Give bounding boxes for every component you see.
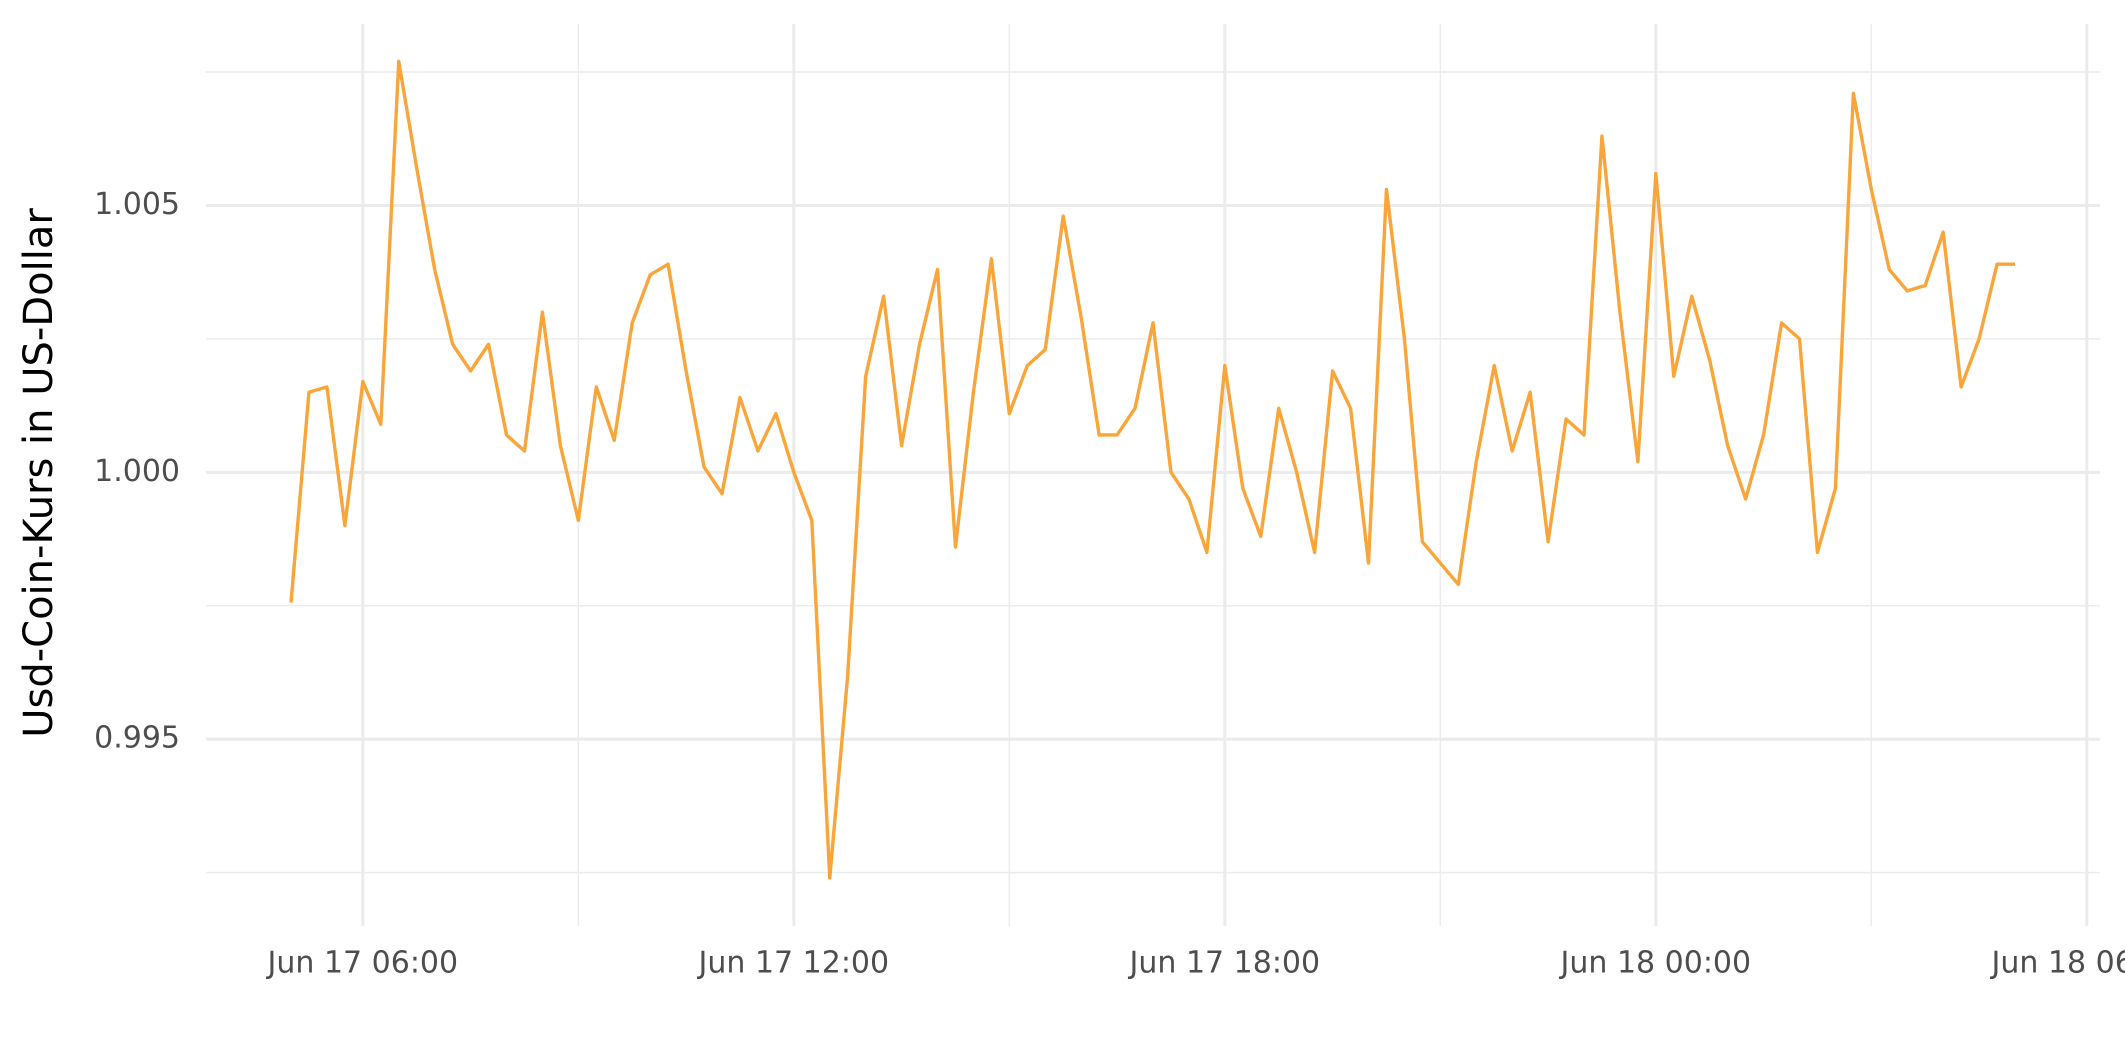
y-axis-title: Usd-Coin-Kurs in US-Dollar [16,208,62,738]
line [289,59,2015,880]
x-tick-label: Jun 17 12:00 [697,946,890,981]
x-tick-label: Jun 17 18:00 [1128,946,1321,981]
x-tick-label: Jun 18 06:00 [1990,946,2125,981]
y-tick-label: 0.995 [94,721,180,756]
y-tick-label: 1.005 [94,187,180,222]
grid [206,24,2100,926]
x-tick-label: Jun 17 06:00 [266,946,459,981]
x-tick-label: Jun 18 00:00 [1559,946,1752,981]
y-tick-label: 1.000 [94,454,180,489]
